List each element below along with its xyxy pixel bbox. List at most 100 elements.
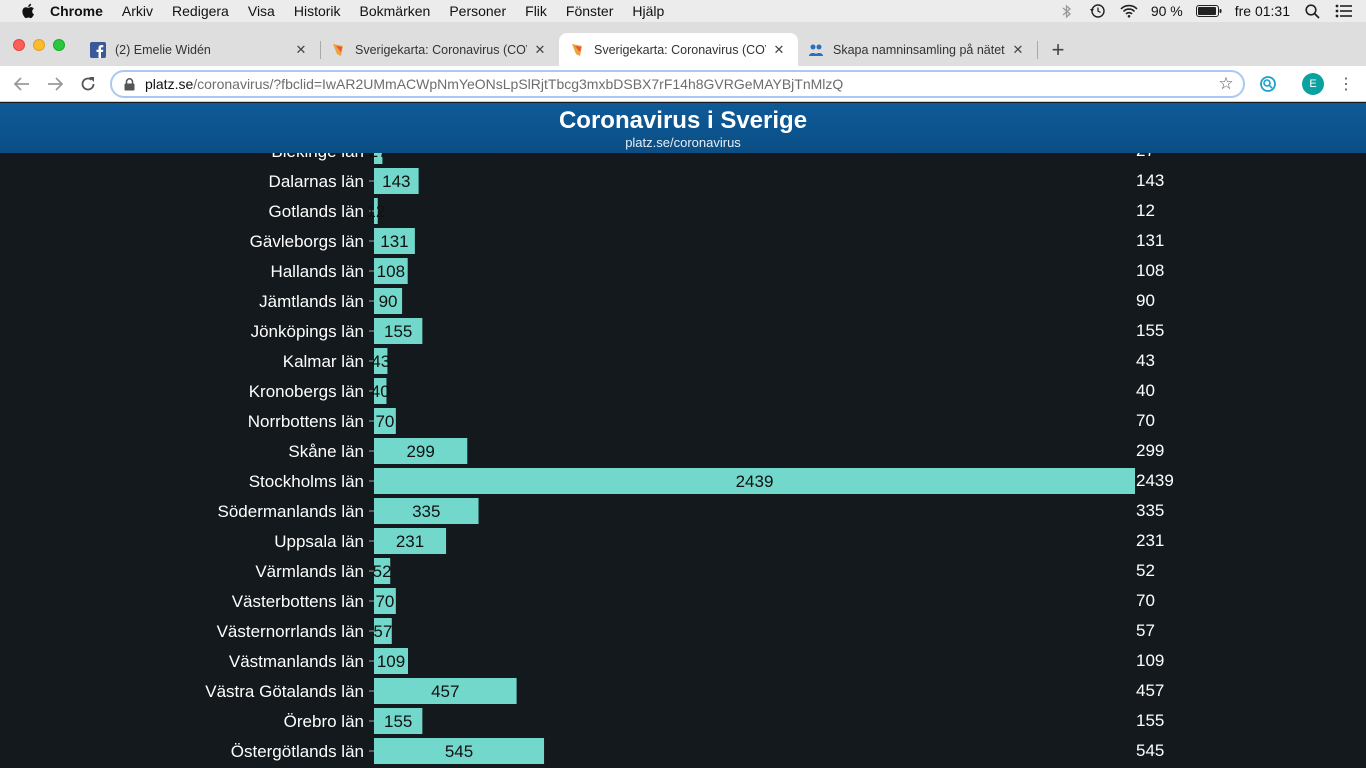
bar-value-label: 108 (377, 262, 405, 281)
tab-namninsamling[interactable]: Skapa namninsamling på nätet ✕ (798, 33, 1038, 66)
bar[interactable] (374, 708, 423, 734)
back-button[interactable] (12, 74, 32, 94)
right-value-label: 143 (1136, 171, 1164, 190)
bar[interactable] (374, 153, 383, 164)
right-value-label: 131 (1136, 231, 1164, 250)
address-bar[interactable]: platz.se/coronavirus/?fbclid=IwAR2UMmACW… (110, 70, 1245, 98)
zoom-window-button[interactable] (53, 39, 65, 51)
bar[interactable] (374, 588, 396, 614)
forward-button[interactable] (45, 74, 65, 94)
bar-value-label: 155 (384, 712, 412, 731)
bar[interactable] (374, 288, 403, 314)
tab-sverigekarta-active[interactable]: Sverigekarta: Coronavirus (COV ✕ (559, 33, 798, 66)
bar[interactable] (374, 438, 468, 464)
menu-flik[interactable]: Flik (525, 3, 547, 19)
tab-title: (2) Emelie Widén (115, 42, 211, 57)
window-controls (13, 39, 65, 51)
wifi-icon[interactable] (1120, 3, 1138, 19)
bar[interactable] (374, 468, 1135, 494)
close-window-button[interactable] (13, 39, 25, 51)
bluetooth-icon[interactable] (1058, 3, 1076, 19)
right-value-label: 457 (1136, 681, 1164, 700)
bar[interactable] (374, 258, 408, 284)
bookmark-star-icon[interactable]: ☆ (1218, 74, 1234, 93)
bar[interactable] (374, 738, 545, 764)
notification-center-icon[interactable] (1334, 3, 1352, 19)
category-label: Södermanlands län (218, 502, 364, 521)
right-value-label: 70 (1136, 411, 1155, 430)
battery-icon[interactable] (1195, 3, 1222, 19)
bar[interactable] (374, 498, 479, 524)
bar[interactable] (374, 618, 392, 644)
close-tab-icon[interactable]: ✕ (295, 41, 307, 57)
bar[interactable] (374, 648, 409, 674)
bar-value-label: 109 (377, 652, 405, 671)
right-value-label: 2439 (1136, 471, 1174, 490)
profile-avatar[interactable]: E (1302, 73, 1324, 95)
menu-bokmarken[interactable]: Bokmärken (359, 3, 431, 19)
bar-value-label: 12 (366, 202, 385, 221)
bar-value-label: 2439 (736, 472, 774, 491)
menu-arkiv[interactable]: Arkiv (121, 3, 154, 19)
category-label: Hallands län (270, 262, 364, 281)
menu-fonster[interactable]: Fönster (565, 3, 614, 19)
petition-favicon-icon (808, 42, 824, 58)
right-value-label: 57 (1136, 621, 1155, 640)
category-label: Värmlands län (255, 562, 364, 581)
bar-value-label: 545 (445, 742, 473, 761)
menu-visa[interactable]: Visa (247, 3, 275, 19)
reload-button[interactable] (78, 74, 98, 94)
bar[interactable] (374, 378, 387, 404)
category-label: Uppsala län (274, 532, 364, 551)
bar-value-label: 131 (380, 232, 408, 251)
tab-facebook[interactable]: (2) Emelie Widén ✕ (80, 33, 321, 66)
bar-value-label: 155 (384, 322, 412, 341)
chart-area: Blekinge län 27 27 Dalarnas län 143 143 Gotlan… (0, 153, 1366, 768)
apple-icon[interactable] (20, 3, 36, 19)
bar[interactable] (374, 558, 391, 584)
close-tab-icon[interactable]: ✕ (534, 41, 546, 57)
tab-sverigekarta-1[interactable]: Sverigekarta: Coronavirus (COV ✕ (320, 33, 559, 66)
menu-redigera[interactable]: Redigera (172, 3, 229, 19)
menu-historik[interactable]: Historik (293, 3, 341, 19)
bar[interactable] (374, 198, 378, 224)
lock-icon[interactable] (122, 77, 136, 91)
bar-value-label: 27 (369, 153, 388, 161)
close-tab-icon[interactable]: ✕ (773, 41, 785, 57)
menu-hjalp[interactable]: Hjälp (632, 3, 665, 19)
right-value-label: 12 (1136, 201, 1155, 220)
time-machine-icon[interactable] (1089, 3, 1107, 19)
category-label: Norrbottens län (248, 412, 364, 431)
category-label: Dalarnas län (269, 172, 364, 191)
bar-value-label: 43 (371, 352, 390, 371)
menu-app-chrome[interactable]: Chrome (50, 3, 103, 19)
bar[interactable] (374, 318, 423, 344)
extension-icon[interactable] (1258, 74, 1278, 94)
close-tab-icon[interactable]: ✕ (1012, 41, 1024, 57)
right-value-label: 155 (1136, 711, 1164, 730)
battery-percent[interactable]: 90 % (1150, 3, 1183, 19)
bar[interactable] (374, 228, 415, 254)
clock[interactable]: fre 01:31 (1234, 3, 1290, 19)
category-label: Örebro län (284, 712, 364, 731)
browser-toolbar: platz.se/coronavirus/?fbclid=IwAR2UMmACW… (0, 66, 1366, 102)
page-header: Coronavirus i Sverige platz.se/coronavir… (0, 103, 1366, 153)
bar[interactable] (374, 678, 517, 704)
chrome-menu-icon[interactable]: ⋮ (1338, 76, 1354, 93)
category-label: Stockholms län (249, 472, 364, 491)
bar[interactable] (374, 168, 419, 194)
bar[interactable] (374, 528, 447, 554)
new-tab-button[interactable]: + (1051, 37, 1065, 62)
menu-personer[interactable]: Personer (449, 3, 507, 19)
bar[interactable] (374, 348, 388, 374)
spotlight-search-icon[interactable] (1303, 3, 1321, 19)
minimize-window-button[interactable] (33, 39, 45, 51)
category-label: Västmanlands län (229, 652, 364, 671)
right-value-label: 109 (1136, 651, 1164, 670)
bar-value-label: 90 (379, 292, 398, 311)
category-label: Gävleborgs län (250, 232, 364, 251)
right-value-label: 545 (1136, 741, 1164, 760)
right-value-label: 335 (1136, 501, 1164, 520)
right-value-label: 155 (1136, 321, 1164, 340)
bar[interactable] (374, 408, 396, 434)
